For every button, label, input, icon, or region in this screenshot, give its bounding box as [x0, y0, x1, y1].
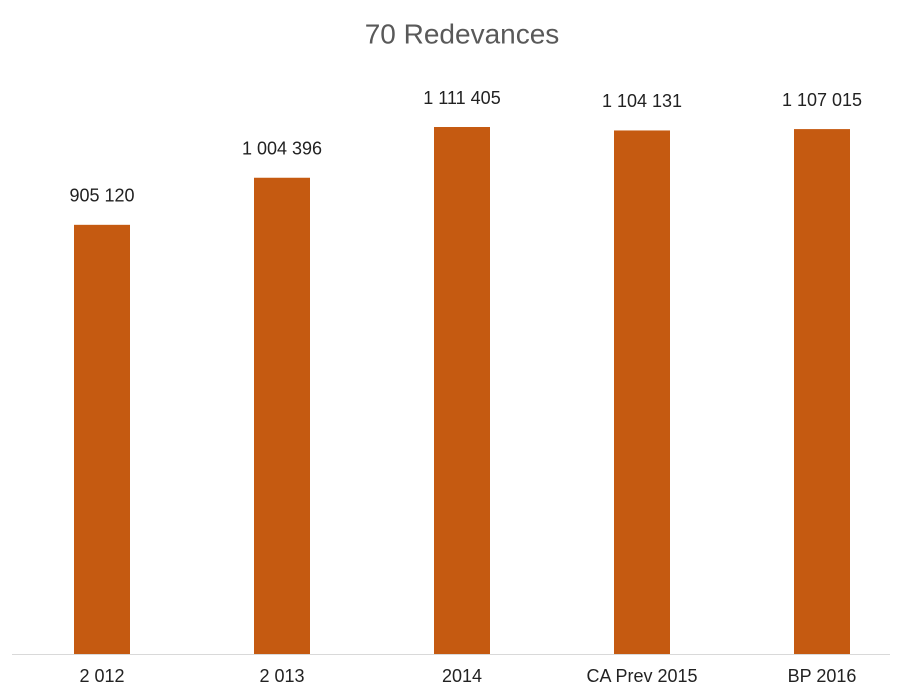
data-label: 1 107 015: [782, 90, 862, 110]
x-tick-label: CA Prev 2015: [586, 666, 697, 686]
data-label: 1 104 131: [602, 91, 682, 111]
bar: [614, 130, 670, 654]
chart-title: 70 Redevances: [365, 18, 560, 49]
bar: [254, 177, 310, 654]
bar: [794, 129, 850, 654]
data-label: 905 120: [69, 186, 134, 206]
x-tick-label: BP 2016: [788, 666, 857, 686]
x-tick-label: 2014: [442, 666, 482, 686]
x-tick-label: 2 013: [259, 666, 304, 686]
data-label: 1 004 396: [242, 138, 322, 158]
data-label: 1 111 405: [423, 88, 500, 108]
bar: [434, 127, 490, 655]
bar: [74, 224, 130, 654]
x-tick-label: 2 012: [79, 666, 124, 686]
